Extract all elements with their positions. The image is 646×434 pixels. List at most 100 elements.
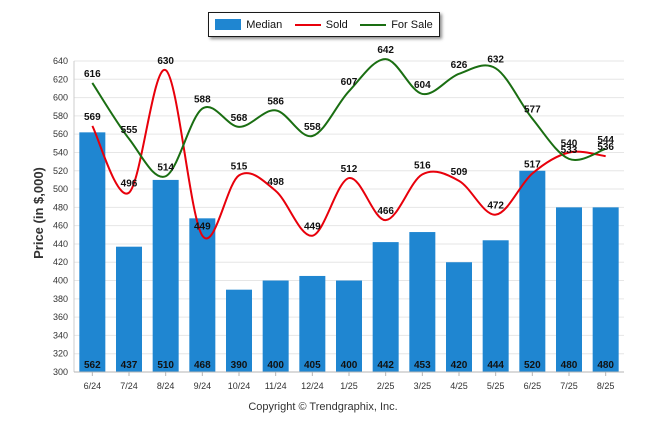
x-tick-label: 12/24 — [301, 381, 324, 391]
point-sold-label: 515 — [231, 161, 248, 172]
point-for-sale-label: 514 — [157, 162, 174, 173]
bar-value-label: 468 — [194, 360, 211, 371]
x-tick-label: 6/25 — [524, 381, 542, 391]
point-sold-label: 630 — [157, 56, 174, 67]
y-tick-label: 320 — [53, 349, 68, 359]
y-axis-label: Price (in $,000) — [31, 167, 46, 259]
y-tick-label: 300 — [53, 367, 68, 377]
point-for-sale-label: 642 — [377, 45, 394, 56]
point-sold-label: 466 — [377, 206, 394, 217]
bar-median — [519, 170, 546, 372]
bar-median — [79, 132, 106, 372]
bar-median — [116, 246, 142, 372]
y-tick-label: 380 — [53, 294, 68, 304]
x-tick-label: 11/24 — [265, 381, 287, 391]
bar-median — [372, 242, 399, 372]
bar-median — [226, 289, 252, 372]
bar-value-label: 510 — [157, 360, 174, 371]
point-for-sale-label: 632 — [487, 54, 504, 65]
x-tick-label: 5/25 — [487, 381, 505, 391]
axes: 300 320 340 360 380 400 420 440 460 480 500 520 540 5… — [53, 56, 624, 391]
point-sold-label: 516 — [414, 160, 431, 171]
x-tick-label: 3/25 — [414, 381, 432, 391]
bar-median — [446, 262, 472, 372]
legend-label-median: Median — [246, 18, 283, 31]
point-for-sale-label: 586 — [267, 96, 284, 107]
point-for-sale-label: 607 — [341, 77, 358, 88]
series-lines — [91, 58, 607, 240]
bar-value-label: 405 — [304, 360, 321, 371]
x-tick-label: 7/24 — [120, 381, 138, 391]
point-sold-label: 512 — [341, 164, 358, 175]
point-sold-label: 509 — [451, 167, 468, 178]
point-sold-label: 449 — [304, 222, 321, 233]
legend-swatch-median — [215, 19, 242, 30]
x-tick-label: 4/25 — [450, 381, 468, 391]
x-tick-label: 9/24 — [194, 381, 212, 391]
bar-median — [556, 207, 582, 372]
y-tick-label: 480 — [53, 202, 68, 212]
point-for-sale-label: 577 — [524, 105, 541, 116]
legend-label-sold: Sold — [325, 18, 348, 31]
bar-median — [409, 232, 436, 372]
x-tick-label: 8/24 — [157, 381, 175, 391]
y-tick-label: 620 — [53, 74, 68, 84]
point-sold-label: 472 — [487, 201, 504, 212]
bar-value-label: 480 — [561, 360, 578, 371]
line-sold — [91, 69, 606, 240]
bar-median — [482, 240, 509, 372]
y-tick-label: 420 — [53, 257, 68, 267]
bar-value-label: 400 — [267, 360, 284, 371]
point-for-sale-label: 533 — [561, 145, 578, 156]
legend-item-median: Median — [215, 19, 282, 31]
x-tick-label: 7/25 — [560, 381, 578, 391]
bar-median — [299, 275, 326, 372]
y-tick-label: 400 — [53, 276, 68, 286]
point-sold-label: 517 — [524, 160, 541, 171]
x-tick-label: 8/25 — [597, 381, 615, 391]
legend-item-sold: Sold — [294, 18, 348, 31]
data-labels: 562 437 510 468 390 400 405 400 442 453 420 444 520 4… — [84, 45, 614, 371]
bar-value-label: 442 — [377, 360, 394, 371]
copyright: Copyright © Trendgraphix, Inc. — [248, 401, 398, 413]
bar-value-label: 390 — [231, 360, 248, 371]
bar-median — [189, 218, 216, 372]
y-tick-label: 560 — [53, 129, 68, 139]
point-for-sale-label: 616 — [84, 69, 101, 80]
bar-median — [336, 280, 362, 372]
point-for-sale-label: 544 — [597, 135, 614, 146]
y-tick-label: 520 — [53, 166, 68, 176]
median-bars — [79, 132, 619, 372]
y-tick-label: 440 — [53, 239, 68, 249]
bar-value-label: 480 — [597, 360, 614, 371]
x-tick-label: 10/24 — [228, 381, 251, 391]
legend-swatch-for-sale — [360, 23, 387, 26]
point-sold-label: 498 — [267, 177, 284, 188]
line-for-sale — [91, 58, 607, 178]
legend: Median Sold For Sale — [208, 12, 440, 37]
bar-median — [592, 207, 619, 372]
bar-median — [152, 179, 179, 372]
y-tick-label: 640 — [53, 56, 68, 66]
legend-item-for-sale: For Sale — [360, 19, 433, 31]
y-tick-label: 580 — [53, 111, 68, 121]
y-tick-label: 360 — [53, 312, 68, 322]
legend-swatch-sold — [294, 23, 321, 26]
x-tick-label: 2/25 — [377, 381, 395, 391]
point-sold-label: 449 — [194, 222, 211, 233]
bar-value-label: 520 — [524, 360, 541, 371]
bar-value-label: 437 — [121, 360, 138, 371]
bar-value-label: 400 — [341, 360, 358, 371]
point-sold-label: 496 — [121, 179, 138, 190]
y-tick-label: 340 — [53, 330, 68, 340]
y-tick-label: 500 — [53, 184, 68, 194]
point-for-sale-label: 604 — [414, 80, 431, 91]
point-for-sale-label: 588 — [194, 95, 211, 106]
y-tick-label: 540 — [53, 147, 68, 157]
y-tick-label: 460 — [53, 221, 68, 231]
x-tick-label: 1/25 — [340, 381, 358, 391]
bar-value-label: 444 — [487, 360, 504, 371]
point-sold-label: 536 — [597, 142, 614, 153]
bar-value-label: 453 — [414, 360, 431, 371]
